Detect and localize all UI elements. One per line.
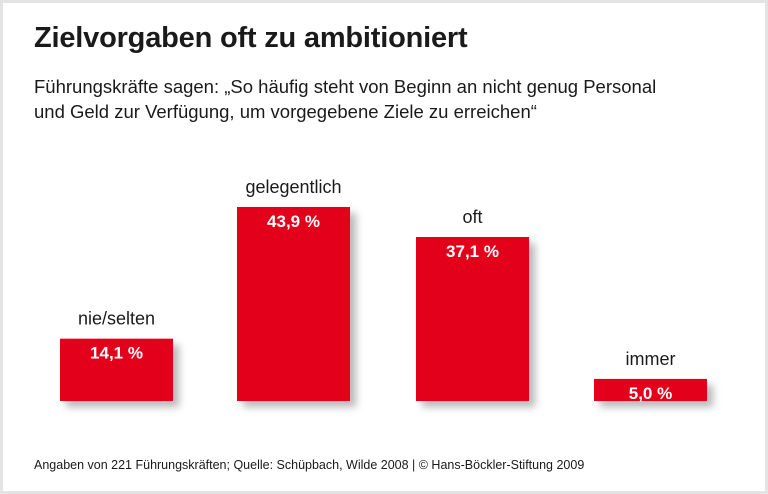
subtitle-line-1: Führungskräfte sagen: „So häufig steht v…: [34, 76, 657, 97]
chart-title: Zielvorgaben oft zu ambitioniert: [34, 22, 468, 54]
value-label: 5,0 %: [629, 384, 672, 403]
chart-subtitle: Führungskräfte sagen: „So häufig steht v…: [34, 74, 754, 124]
bar-0: [60, 338, 173, 401]
category-label: oft: [462, 207, 482, 227]
category-label: immer: [626, 349, 676, 369]
source-footnote: Angaben von 221 Führungskräften; Quelle:…: [34, 458, 585, 472]
bar-3: [594, 378, 707, 401]
value-label: 14,1 %: [90, 344, 143, 363]
value-label: 37,1 %: [446, 242, 499, 261]
category-label: gelegentlich: [245, 177, 341, 197]
bar-1: [237, 206, 350, 401]
bar-2: [416, 237, 529, 401]
subtitle-line-2: und Geld zur Verfügung, um vorgegebene Z…: [34, 101, 537, 122]
category-label: nie/selten: [78, 309, 155, 329]
value-label: 43,9 %: [267, 212, 320, 231]
